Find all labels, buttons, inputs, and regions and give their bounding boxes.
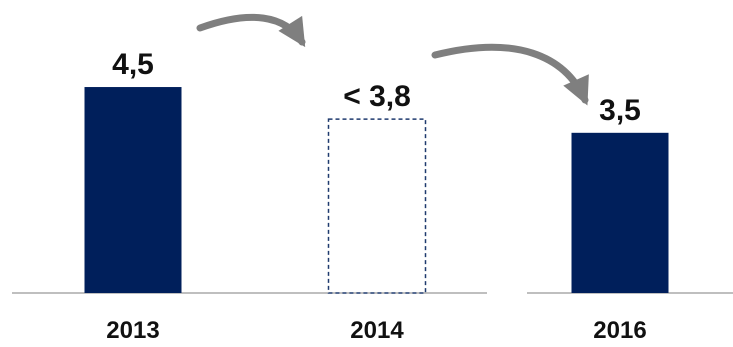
x-tick-labels: 2013 2014 2016 [106, 317, 646, 344]
bar-2014 [327, 118, 427, 294]
value-label-2016: 3,5 [599, 94, 641, 127]
bar-2013 [84, 87, 182, 294]
value-label-2014: < 3,8 [343, 80, 411, 113]
trend-arrowhead-2014-2016 [563, 74, 589, 106]
trend-arrows [196, 13, 589, 106]
bars [84, 87, 669, 294]
trend-arrowhead-2013-2014 [278, 15, 306, 48]
x-tick-2013: 2013 [106, 317, 159, 344]
value-labels: 4,5 < 3,8 3,5 [112, 48, 641, 127]
x-tick-2016: 2016 [593, 317, 646, 344]
bar-2016 [571, 132, 669, 293]
trend-arrow-2014-2016 [431, 43, 589, 104]
value-label-2013: 4,5 [112, 48, 154, 81]
x-tick-2014: 2014 [350, 317, 404, 344]
